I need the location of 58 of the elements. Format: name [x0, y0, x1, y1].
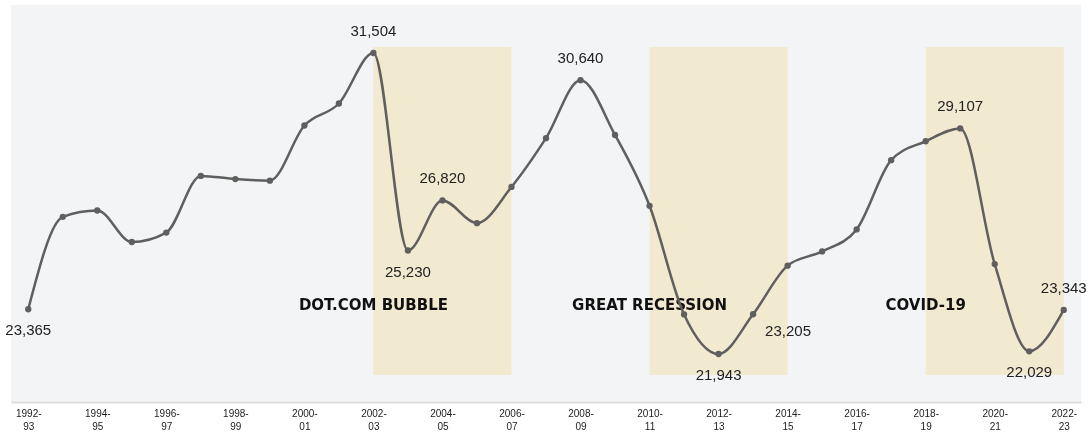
x-tick-label: 2004-05 — [430, 407, 456, 432]
x-tick-label: 1996-97 — [154, 407, 180, 432]
x-tick-label: 2010-11 — [637, 407, 663, 432]
x-tick-label: 1998-99 — [223, 407, 249, 432]
point — [1060, 306, 1067, 314]
point — [335, 100, 343, 107]
band-label: COVID-19 — [885, 296, 966, 314]
point — [922, 138, 929, 145]
point — [370, 49, 377, 57]
point — [853, 226, 860, 233]
band-label: DOT.COM BUBBLE — [298, 296, 448, 314]
point — [646, 202, 653, 209]
point — [94, 207, 101, 214]
point — [784, 262, 791, 269]
data-label: 31,504 — [350, 22, 397, 39]
x-tick-label: 2012-13 — [706, 407, 732, 432]
point — [301, 122, 308, 129]
point — [542, 134, 550, 142]
point — [128, 238, 135, 246]
point — [404, 247, 412, 254]
point — [232, 175, 239, 183]
x-tick-label: 2020-21 — [982, 407, 1008, 432]
x-tick-label: 1992-93 — [15, 407, 42, 432]
data-label: 22,029 — [1006, 363, 1053, 381]
x-tick-label: 2022-23 — [1051, 407, 1078, 432]
data-label: 29,107 — [937, 97, 984, 115]
point — [991, 260, 998, 268]
data-label: 23,343 — [1040, 278, 1087, 296]
x-tick-label: 1994-95 — [85, 407, 111, 432]
point — [818, 248, 826, 255]
point — [715, 350, 722, 358]
point — [749, 311, 757, 318]
data-label: 21,943 — [695, 366, 742, 383]
point — [888, 157, 895, 164]
point — [957, 125, 964, 132]
x-tick-label: 2018-19 — [913, 407, 939, 432]
x-tick-label: 2000-01 — [292, 407, 318, 432]
point — [197, 172, 204, 180]
point — [508, 183, 515, 191]
x-tick-label: 2016-17 — [844, 407, 870, 432]
data-label: 23,205 — [765, 322, 811, 340]
point — [473, 219, 481, 227]
point — [611, 131, 619, 139]
data-label: 23,365 — [5, 321, 52, 339]
data-label: 25,230 — [384, 262, 431, 280]
x-tick-label: 2006-07 — [499, 407, 525, 432]
point — [163, 229, 170, 236]
x-tick-label: 2002-03 — [361, 407, 387, 432]
point — [439, 197, 446, 204]
point — [1026, 348, 1033, 355]
x-tick-label: 2014-15 — [775, 407, 801, 432]
point — [25, 306, 32, 313]
point — [59, 213, 66, 220]
data-label: 30,640 — [557, 49, 604, 67]
x-tick-label: 2008-09 — [568, 407, 594, 432]
point — [266, 177, 274, 184]
data-label: 26,820 — [419, 169, 466, 187]
point — [577, 77, 584, 84]
